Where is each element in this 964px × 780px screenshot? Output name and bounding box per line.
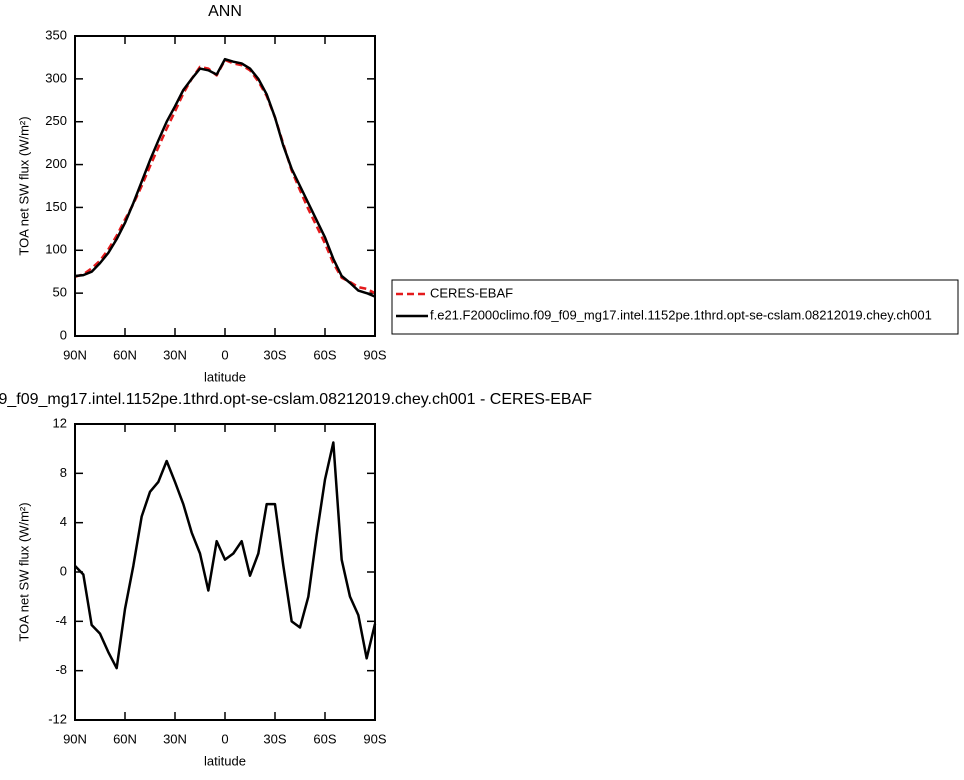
y-tick-label: 200 bbox=[45, 156, 67, 171]
y-tick-label: 350 bbox=[45, 27, 67, 42]
x-axis-label: latitude bbox=[204, 369, 246, 384]
x-tick-label: 90N bbox=[63, 347, 87, 362]
x-axis-label: latitude bbox=[204, 753, 246, 768]
y-axis-label: TOA net SW flux (W/m²) bbox=[16, 116, 31, 255]
plot-frame bbox=[74, 35, 376, 337]
plot-frame bbox=[74, 423, 376, 721]
x-tick-label: 30N bbox=[163, 731, 187, 746]
y-tick-label: 50 bbox=[53, 285, 67, 300]
x-tick-label: 30S bbox=[263, 731, 286, 746]
x-tick-label: 0 bbox=[221, 347, 228, 362]
y-tick-label: 250 bbox=[45, 113, 67, 128]
x-tick-label: 90S bbox=[363, 347, 386, 362]
legend-label: CERES-EBAF bbox=[430, 285, 513, 300]
x-tick-label: 60S bbox=[313, 731, 336, 746]
x-tick-label: 30S bbox=[263, 347, 286, 362]
x-tick-label: 60N bbox=[113, 347, 137, 362]
legend-label: f.e21.F2000climo.f09_f09_mg17.intel.1152… bbox=[430, 307, 932, 322]
x-tick-label: 0 bbox=[221, 731, 228, 746]
y-tick-label: 0 bbox=[60, 563, 67, 578]
y-tick-label: -4 bbox=[55, 613, 67, 628]
y-tick-label: 4 bbox=[60, 514, 67, 529]
y-tick-label: 12 bbox=[53, 415, 67, 430]
x-tick-label: 90N bbox=[63, 731, 87, 746]
chart-title: ANN bbox=[208, 3, 242, 20]
y-tick-label: 150 bbox=[45, 199, 67, 214]
y-tick-label: 100 bbox=[45, 242, 67, 257]
x-tick-label: 60N bbox=[113, 731, 137, 746]
x-tick-label: 30N bbox=[163, 347, 187, 362]
y-axis-label: TOA net SW flux (W/m²) bbox=[16, 502, 31, 641]
x-tick-label: 60S bbox=[313, 347, 336, 362]
y-tick-label: 300 bbox=[45, 70, 67, 85]
y-tick-label: -12 bbox=[48, 711, 67, 726]
series-line bbox=[74, 57, 376, 298]
y-tick-label: 0 bbox=[60, 327, 67, 342]
x-tick-label: 90S bbox=[363, 731, 386, 746]
legend-box bbox=[391, 279, 959, 335]
series-line bbox=[74, 58, 376, 295]
series-line bbox=[74, 441, 377, 670]
y-tick-label: -8 bbox=[55, 662, 67, 677]
chart-title: f.e21.F2000climo.f09_f09_mg17.intel.1152… bbox=[0, 391, 592, 408]
y-tick-label: 8 bbox=[60, 465, 67, 480]
